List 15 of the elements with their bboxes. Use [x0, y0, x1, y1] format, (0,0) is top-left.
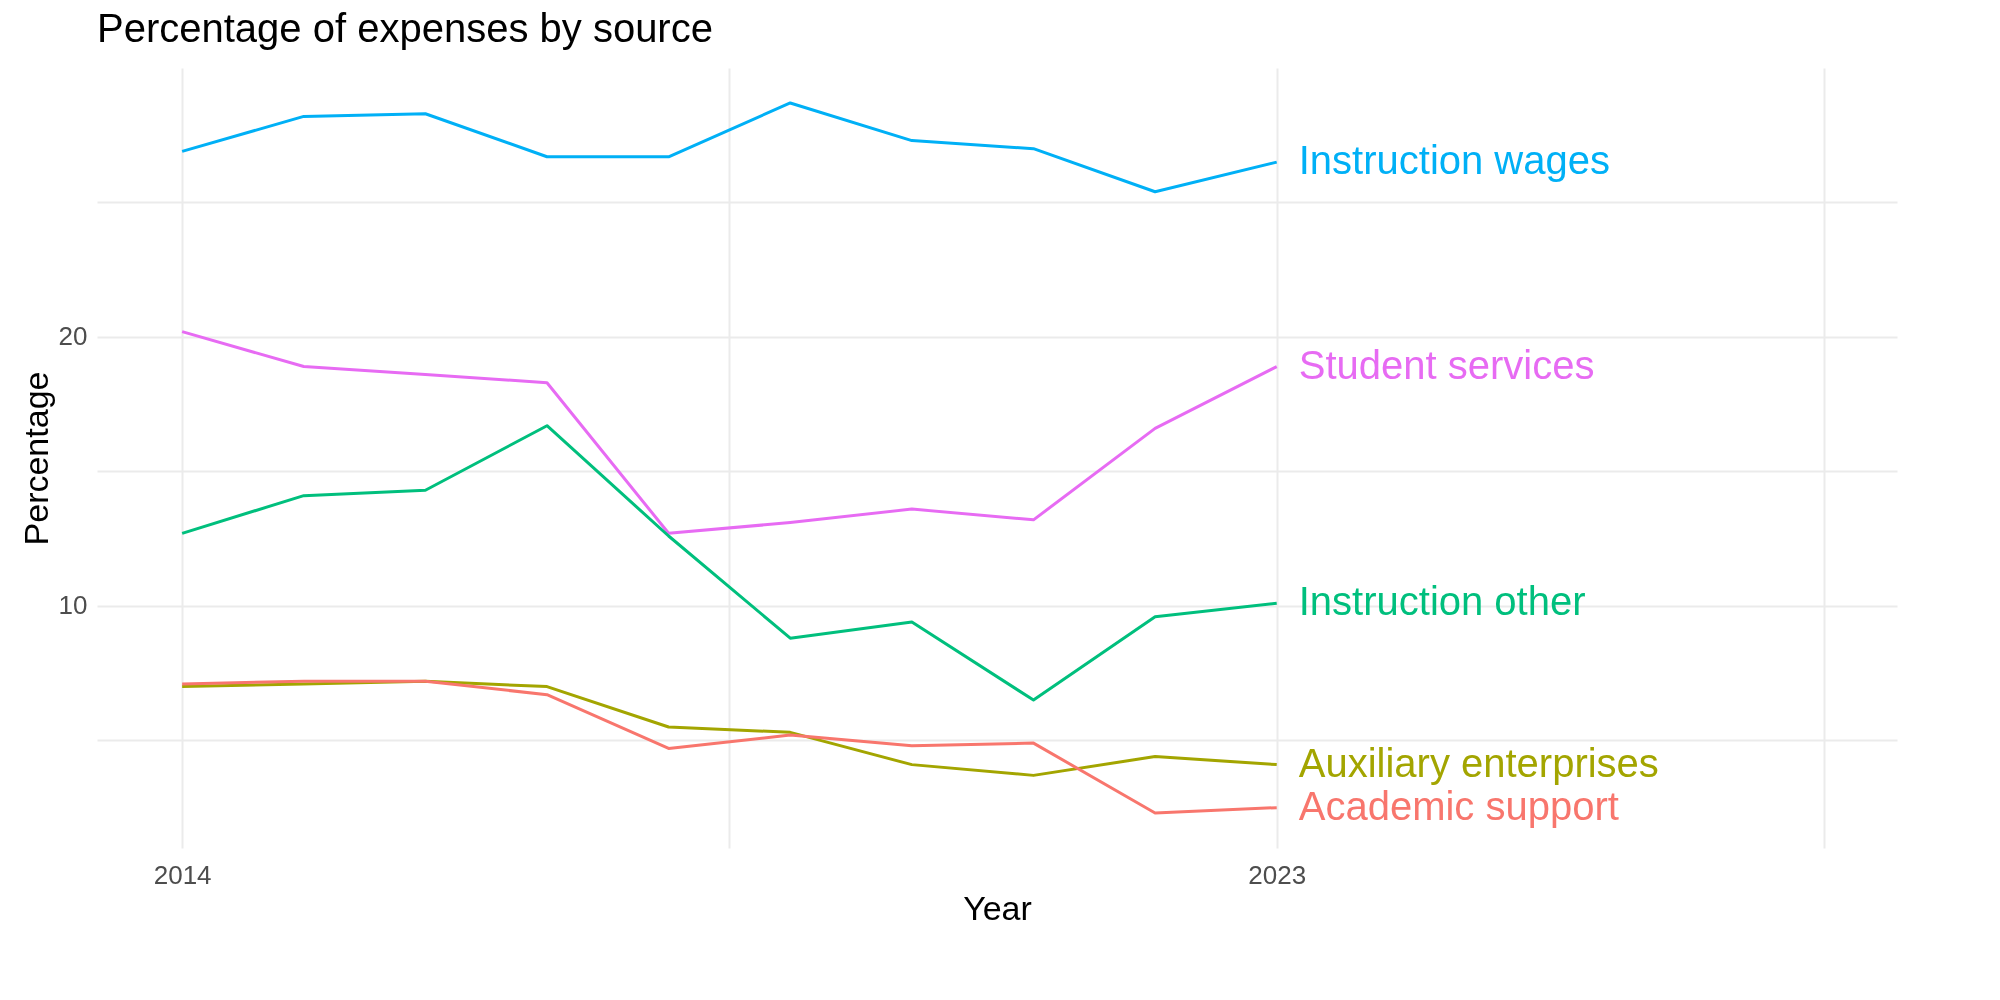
line-series: [180, 101, 1279, 194]
chart-title: Percentage of expenses by source: [97, 6, 713, 50]
x-axis-title: Year: [963, 888, 1032, 927]
y-axis-title: Percentage: [16, 371, 55, 546]
y-tick-label: 20: [58, 321, 88, 352]
series-label: Student services: [1298, 342, 1595, 387]
line-series: [180, 679, 1279, 815]
x-tick-label: 2023: [1248, 859, 1307, 890]
y-tick-label: 10: [58, 590, 88, 621]
line-series: [180, 424, 1279, 702]
series-label: Auxiliary enterprises: [1298, 740, 1659, 785]
series-label: Instruction other: [1298, 579, 1586, 624]
line-series: [180, 330, 1279, 535]
series-label: Instruction wages: [1298, 138, 1611, 183]
x-tick-label: 2014: [153, 859, 212, 890]
